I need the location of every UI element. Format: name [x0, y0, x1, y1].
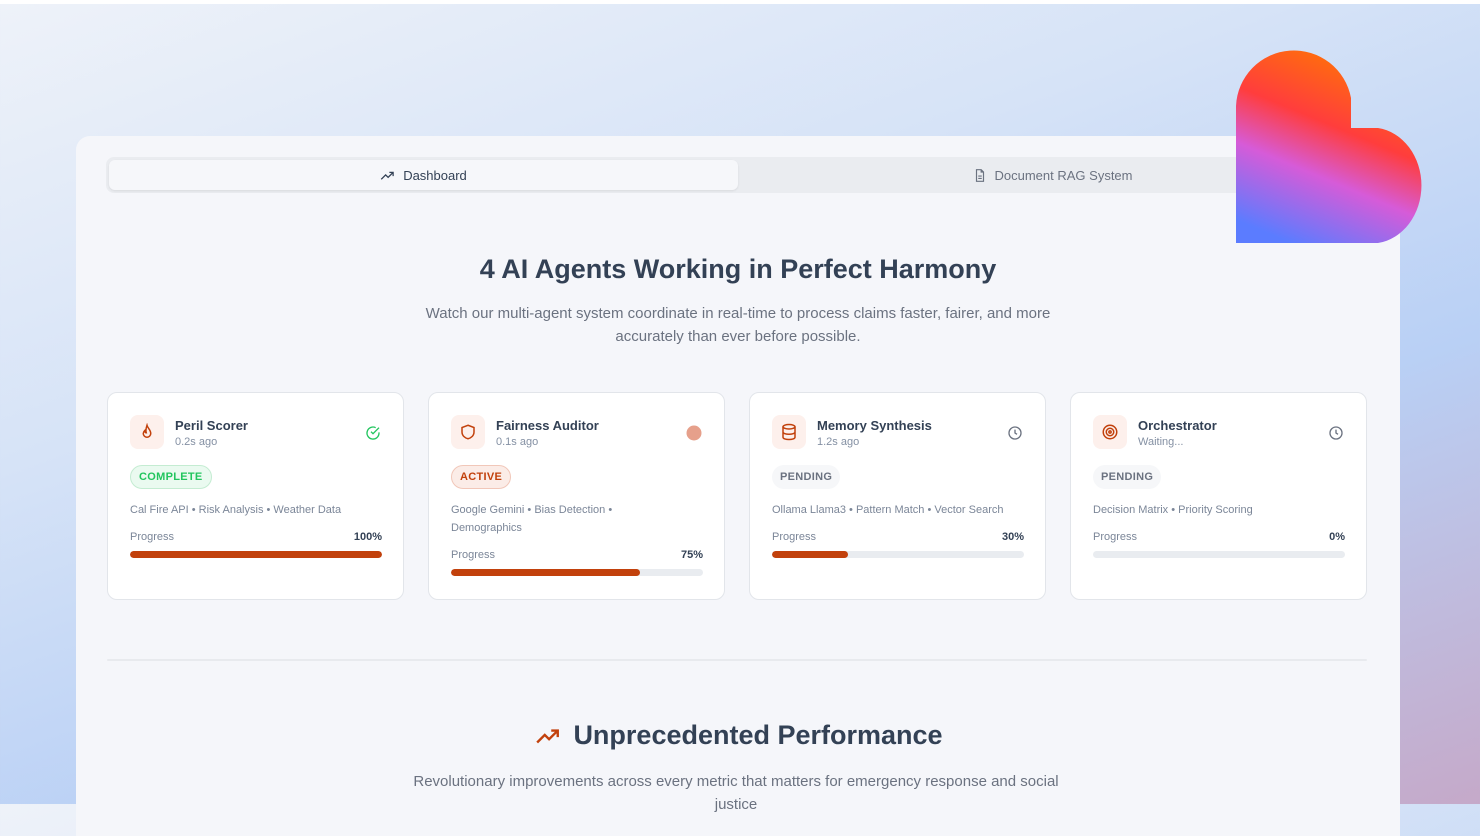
shield-icon	[451, 415, 485, 449]
agent-tags: Decision Matrix • Priority Scoring	[1093, 504, 1253, 516]
tab-document-rag[interactable]: Document RAG System	[738, 160, 1367, 190]
progress-bar	[451, 569, 703, 576]
agent-cards: Peril Scorer 0.2s ago COMPLETE Cal Fire …	[107, 392, 1367, 600]
performance-subtitle: Revolutionary improvements across every …	[413, 773, 1059, 813]
file-text-icon	[975, 168, 984, 182]
tab-label: Dashboard	[403, 167, 467, 183]
progress-label: Progress	[451, 549, 496, 561]
status-badge: ACTIVE	[451, 465, 512, 489]
agent-name: Orchestrator	[1138, 418, 1217, 433]
tab-label: Document RAG System	[994, 167, 1133, 183]
page-subtitle: Watch our multi-agent system coordinate …	[425, 305, 1051, 345]
top-strip	[0, 0, 1480, 4]
status-badge: PENDING	[1093, 465, 1162, 489]
agent-tags: Cal Fire API • Risk Analysis • Weather D…	[130, 504, 342, 516]
progress-value: 75%	[680, 549, 703, 561]
agent-card-peril-scorer[interactable]: Peril Scorer 0.2s ago COMPLETE Cal Fire …	[107, 392, 404, 600]
progress-bar	[130, 551, 382, 558]
agent-time: 0.1s ago	[496, 436, 539, 448]
tab-bar: Dashboard Document RAG System	[106, 157, 1370, 193]
agent-name: Fairness Auditor	[496, 418, 599, 433]
trending-up-icon	[536, 728, 560, 743]
agent-card-memory-synthesis[interactable]: Memory Synthesis 1.2s ago PENDING Ollama…	[749, 392, 1046, 600]
clock-icon	[1329, 426, 1343, 440]
performance-heading: Unprecedented Performance	[76, 720, 1400, 751]
progress-value: 30%	[1001, 531, 1024, 543]
progress-bar	[1093, 551, 1345, 558]
agent-time: Waiting...	[1138, 436, 1184, 448]
status-badge: PENDING	[772, 465, 841, 489]
performance-title: Unprecedented Performance	[573, 720, 943, 750]
progress-bar	[772, 551, 1024, 558]
agent-name: Memory Synthesis	[817, 418, 932, 433]
target-icon	[1093, 415, 1127, 449]
heart-logo	[1236, 50, 1422, 243]
status-badge: COMPLETE	[130, 465, 212, 489]
progress-fill	[772, 551, 848, 558]
progress-label: Progress	[772, 531, 817, 543]
section-divider	[107, 659, 1367, 661]
progress-label: Progress	[1093, 531, 1138, 543]
agent-time: 1.2s ago	[817, 436, 860, 448]
progress-value: 0%	[1329, 531, 1345, 543]
progress-fill	[130, 551, 382, 558]
pulse-dot-icon	[686, 425, 702, 441]
progress-value: 100%	[353, 531, 382, 543]
agent-tags: Google Gemini • Bias Detection • Demogra…	[451, 504, 613, 534]
check-circle-icon	[366, 426, 380, 440]
agent-card-fairness-auditor[interactable]: Fairness Auditor 0.1s ago ACTIVE Google …	[428, 392, 725, 600]
trending-up-icon	[380, 171, 394, 180]
flame-icon	[130, 415, 164, 449]
agent-name: Peril Scorer	[175, 418, 248, 433]
clock-icon	[1008, 426, 1022, 440]
page-title: 4 AI Agents Working in Perfect Harmony	[479, 254, 997, 284]
agent-card-orchestrator[interactable]: Orchestrator Waiting... PENDING Decision…	[1070, 392, 1367, 600]
progress-fill	[451, 569, 640, 576]
progress-label: Progress	[130, 531, 175, 543]
database-icon	[772, 415, 806, 449]
agent-time: 0.2s ago	[175, 436, 218, 448]
agent-tags: Ollama Llama3 • Pattern Match • Vector S…	[772, 504, 1004, 516]
main-panel: Dashboard Document RAG System 4 AI Agent…	[76, 136, 1400, 836]
tab-dashboard[interactable]: Dashboard	[109, 160, 738, 190]
